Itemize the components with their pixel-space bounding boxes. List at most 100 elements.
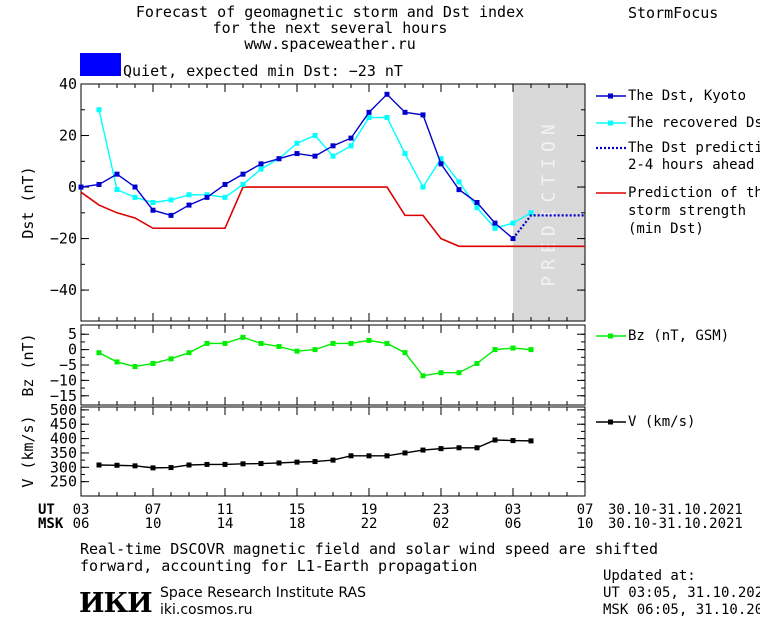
msk-tick-label: 02: [432, 516, 450, 532]
msk-axis-label: MSK: [38, 516, 64, 532]
v-line-point: [276, 460, 282, 466]
kyoto-dst-line-point: [456, 187, 462, 193]
updated-ut: UT 03:05, 31.10.2021: [603, 585, 760, 601]
msk-tick-label: 06: [72, 516, 90, 532]
bz-line-point: [420, 373, 426, 379]
kyoto-dst-line-point: [168, 212, 174, 218]
updated-label: Updated at:: [603, 568, 696, 584]
legend-dst-recovered: The recovered Dst: [628, 115, 760, 131]
recovered-dst-line-point: [150, 200, 156, 205]
bz-line-point: [474, 360, 480, 366]
recovered-dst-line-point: [456, 179, 462, 185]
y-axis-label: V (km/s): [19, 415, 37, 487]
bz-line-point: [402, 350, 408, 356]
kyoto-dst-line-point: [276, 156, 282, 162]
org-name: Space Research Institute RAS: [160, 585, 366, 601]
bz-line-point: [492, 347, 498, 353]
bz-line-point: [186, 350, 192, 356]
y-tick-label: 400: [50, 430, 77, 448]
kyoto-dst-line-point: [384, 91, 390, 97]
v-line-point: [186, 462, 192, 468]
y-tick-label: 250: [50, 473, 77, 491]
ut-tick-label: 07: [144, 502, 162, 518]
msk-date-range: 30.10-31.10.2021: [608, 516, 743, 532]
recovered-dst-line-point: [186, 192, 192, 198]
kyoto-dst-line-point: [96, 181, 102, 187]
bz-line-point: [510, 345, 516, 351]
recovered-dst-line-point: [240, 181, 246, 187]
bz-line-point: [330, 340, 336, 346]
panel-frame: [80, 406, 586, 497]
bz-line-point: [348, 340, 354, 346]
ut-tick-label: 03: [72, 502, 90, 518]
bz-line-point: [312, 347, 318, 353]
msk-tick-label: 22: [360, 516, 378, 532]
y-tick-label: −40: [50, 281, 77, 299]
legend-kyoto-symbol-marker: [608, 93, 613, 99]
y-tick-label: −15: [50, 387, 77, 405]
v-line-point: [204, 461, 210, 467]
status-text: Quiet, expected min Dst: −23 nT: [123, 62, 403, 80]
kyoto-dst-line-point: [240, 171, 246, 177]
recovered-dst-line: [98, 109, 532, 230]
v-line-point: [528, 438, 534, 444]
recovered-dst-line-point: [384, 114, 390, 120]
recovered-dst-line-point: [528, 210, 534, 216]
v-line-point: [222, 461, 228, 467]
legend-v-symbol-marker: [608, 419, 613, 425]
recovered-dst-line-point: [312, 133, 318, 139]
kyoto-dst-line-point: [294, 151, 300, 157]
bz-line-point: [96, 350, 102, 356]
bz-line-point: [114, 359, 120, 365]
kyoto-dst-line-point: [132, 184, 138, 190]
kyoto-dst-line-point: [78, 184, 84, 190]
kyoto-dst-line-point: [420, 112, 426, 118]
recovered-dst-line-point: [204, 192, 210, 198]
updated-msk: MSK 06:05, 31.10.2021: [603, 602, 760, 618]
bz-line-point: [438, 370, 444, 376]
bz-line-point: [294, 348, 300, 354]
v-line-point: [150, 465, 156, 471]
bz-line-point: [240, 334, 246, 340]
msk-tick-label: 14: [216, 516, 234, 532]
legend-bz: Bz (nT, GSM): [628, 328, 730, 344]
ut-tick-label: 07: [576, 502, 594, 518]
ut-tick-label: 15: [288, 502, 306, 518]
y-tick-label: 500: [50, 401, 77, 419]
recovered-dst-line-point: [294, 140, 300, 146]
msk-tick-label: 18: [288, 516, 306, 532]
legend-dst-prediction-line1: The Dst prediction: [628, 140, 760, 156]
legend-dst-prediction-line2: 2-4 hours ahead: [628, 157, 755, 173]
y-tick-label: 450: [50, 415, 77, 433]
kyoto-dst-line-point: [114, 171, 120, 177]
y-tick-label: 5: [68, 325, 77, 343]
bz-line-point: [150, 360, 156, 366]
recovered-dst-line-point: [474, 205, 480, 211]
kyoto-dst-line-point: [492, 220, 498, 226]
chart-title-line1: Forecast of geomagnetic storm and Dst in…: [135, 3, 525, 21]
recovered-dst-line-point: [330, 153, 336, 159]
kyoto-dst-line-point: [312, 153, 318, 159]
bz-line-point: [384, 340, 390, 346]
status-color-swatch: [80, 53, 121, 76]
bz-line-point: [276, 344, 282, 350]
recovered-dst-line-point: [96, 107, 102, 113]
ut-tick-label: 11: [216, 502, 234, 518]
y-tick-label: −5: [59, 356, 77, 374]
y-tick-label: 20: [59, 127, 77, 145]
recovered-dst-line-point: [402, 151, 408, 157]
v-line-point: [168, 465, 174, 471]
y-axis-label: Bz (nT): [19, 333, 37, 396]
v-line-point: [366, 453, 372, 459]
recovered-dst-line-point: [438, 156, 444, 162]
v-line-point: [438, 446, 444, 452]
kyoto-dst-line-point: [402, 109, 408, 115]
prediction-label: PREDICTION: [539, 118, 560, 286]
dst-prediction-line: [512, 214, 585, 240]
recovered-dst-line-point: [222, 194, 228, 200]
y-tick-label: −20: [50, 230, 77, 248]
v-line-point: [114, 462, 120, 468]
panel-dst: PREDICTION 40 20 0 −20 −40 Dst (nT): [19, 75, 586, 322]
legend-bz-symbol-marker: [608, 333, 613, 339]
